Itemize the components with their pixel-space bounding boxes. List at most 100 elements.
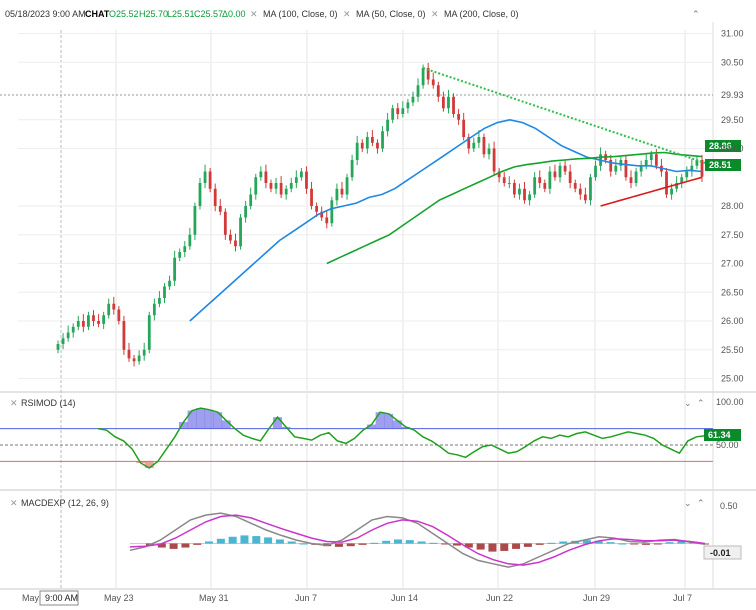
candle-body [71,326,75,333]
macd-histogram-bar [358,543,367,545]
rsi-line [97,407,706,469]
candle-body [208,171,212,189]
rsi-overbought-fill [273,417,283,429]
candle-body [543,183,547,189]
candle-body [107,303,111,316]
ma-line-1 [189,118,703,322]
candle-body [487,148,491,155]
price-panel[interactable] [56,62,706,367]
candle-body [624,160,628,178]
rsi-collapse-icon[interactable]: ⌄ [684,398,692,408]
macd-histogram-bar [169,543,178,549]
svg-text:28.86: 28.86 [709,141,732,151]
macd-histogram-bar [582,540,591,544]
candle-body [300,171,303,178]
macd-expand-icon[interactable]: ⌃ [697,498,705,508]
study-label-ma200[interactable]: MA (200, Close, 0) [444,9,519,19]
rsi-tick-50: 50.00 [716,440,739,450]
candle-body [467,137,471,149]
macd-line [129,512,706,568]
time-label: May 23 [104,593,134,603]
candle-body [289,183,293,189]
macd-histogram-bar [630,543,639,545]
macd-histogram-bar [512,543,521,549]
macd-histogram-bar [346,543,355,547]
candle-body [644,160,648,166]
macd-histogram-bar [240,535,249,544]
macd-collapse-icon[interactable]: ⌄ [684,498,692,508]
candle-body [477,137,481,143]
collapse-icon[interactable]: ⌃ [692,9,700,19]
candle-body [452,96,455,114]
rsi-value: 61.34 [708,430,731,440]
candle-body [315,206,319,212]
candle-body [578,188,582,195]
candle-body [690,165,694,172]
macd-histogram-bar [287,541,296,544]
reference-price-label: 29.93 [721,90,744,100]
price-tick-label: 25.50 [721,345,744,355]
candle-body [528,194,531,201]
macd-histogram-bar [618,543,627,545]
price-tick-label: 29.50 [721,115,744,125]
macd-histogram-bar [500,543,509,551]
price-badge-last: 28.51 [705,159,741,171]
candle-body [523,188,526,201]
study-close-icon-2[interactable]: ✕ [343,9,351,19]
study-label-ma100[interactable]: MA (100, Close, 0) [263,9,338,19]
study-close-icon-3[interactable]: ✕ [431,9,439,19]
rsi-overbought-fill [392,420,402,429]
header-change: Δ0.00 [222,9,246,19]
candle-body [497,171,501,178]
time-label: Jul 7 [673,593,692,603]
candle-body [376,142,379,149]
macd-histogram-bar [157,543,166,548]
candle-body [401,108,405,114]
study-label-ma50[interactable]: MA (50, Close, 0) [356,9,426,19]
candle-body [279,183,283,195]
macd-histogram-bar [299,543,308,545]
rsi-panel[interactable]: ✕ RSIMOD (14) ⌄ ⌃ 100.00 50.00 61.34 [0,397,744,469]
candle-body [426,68,430,80]
candle-body [335,188,339,201]
price-tick-label: 27.50 [721,230,744,240]
macd-histogram-bar [535,543,544,545]
study-close-icon-1[interactable]: ✕ [250,9,258,19]
candle-body [163,286,166,298]
candle-body [92,315,95,321]
candle-body [350,160,354,178]
candle-body [340,188,344,195]
candle-body [360,142,364,149]
candle-body [482,137,486,155]
macd-histogram-bar [405,540,414,544]
rsi-expand-icon[interactable]: ⌃ [697,398,705,408]
candle-body [462,119,466,137]
rsi-title: RSIMOD (14) [21,398,76,408]
macd-histogram-bar [382,540,391,544]
rsi-tick-100: 100.00 [716,397,744,407]
rsi-close-icon[interactable]: ✕ [10,398,18,408]
rsi-overbought-fill [375,412,385,429]
macd-panel[interactable]: ✕ MACDEXP (12, 26, 9) ⌄ ⌃ 0.50 -0.01 [10,498,742,568]
candle-body [436,85,440,97]
crosshair-time-box [39,590,79,606]
candle-body [700,160,704,177]
time-label: May 31 [199,593,229,603]
candle-body [406,102,410,109]
macd-close-icon[interactable]: ✕ [10,498,18,508]
time-label: 9:00 AM [45,593,78,603]
candle-body [695,160,699,166]
candle-body [573,183,577,189]
candle-body [670,188,673,195]
macd-histogram-bar [547,542,556,544]
candle-body [117,309,121,321]
candle-body [244,206,248,218]
macd-histogram-bar [464,543,473,548]
price-tick-label: 31.00 [721,29,744,39]
price-tick-label: 29.00 [721,144,744,154]
price-tick-label: 28.00 [721,201,744,211]
candle-body [568,171,572,183]
candle-body [97,321,100,324]
